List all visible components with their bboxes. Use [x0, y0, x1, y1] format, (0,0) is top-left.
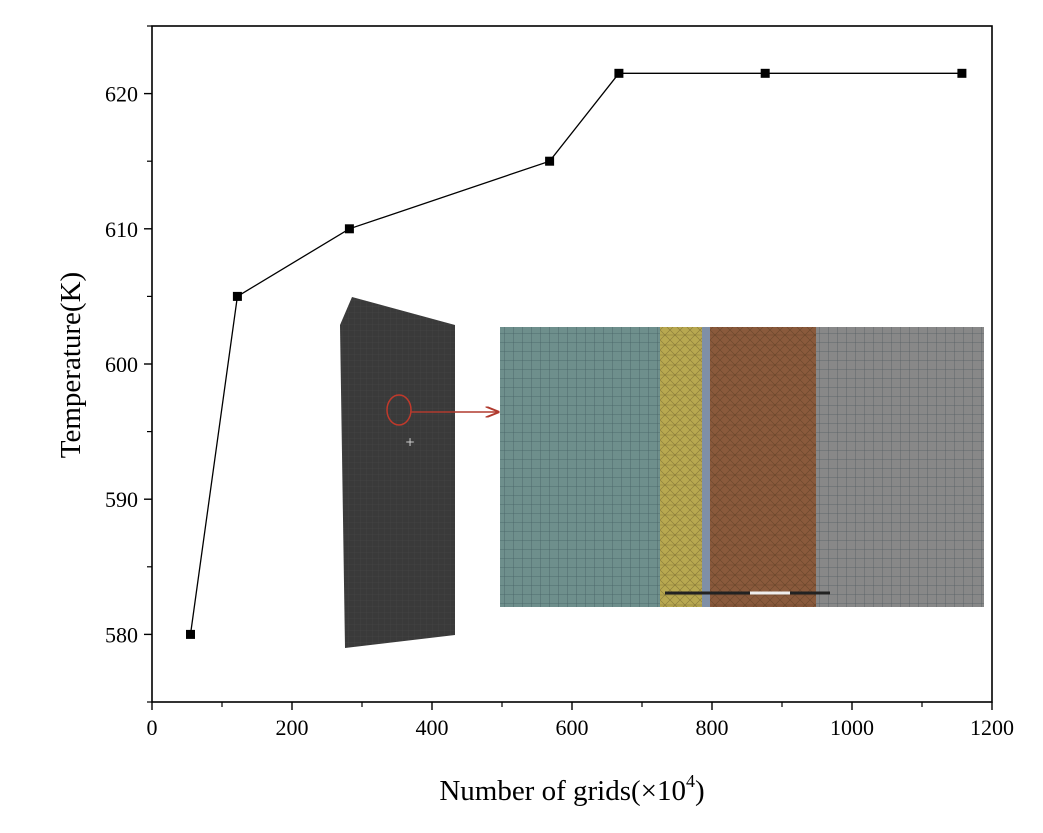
x-tick-label: 1200 [970, 715, 1014, 740]
y-tick-label: 600 [105, 352, 138, 377]
x-axis-title-main: Number of grids(×10 [439, 775, 686, 807]
data-series [186, 68, 967, 639]
data-point [545, 156, 555, 166]
x-axis-title: Number of grids(×104) [439, 771, 704, 807]
x-tick-label: 200 [276, 715, 309, 740]
x-axis-title-sup: 4 [686, 771, 695, 791]
mesh-zoom-panel [500, 327, 984, 607]
mesh-inset-image: + [340, 297, 984, 648]
data-point [186, 629, 195, 639]
y-tick-label: 590 [105, 487, 138, 512]
x-tick-label: 1000 [830, 715, 874, 740]
data-point [760, 68, 770, 78]
data-point [957, 68, 967, 78]
x-tick-label: 800 [696, 715, 729, 740]
y-tick-label: 620 [105, 82, 138, 107]
x-tick-label: 400 [416, 715, 449, 740]
data-point [614, 68, 624, 78]
x-axis-title-end: ) [695, 775, 705, 807]
y-axis-title: Temperature(K) [55, 272, 87, 458]
x-tick-label: 600 [556, 715, 589, 740]
svg-text:+: + [405, 435, 415, 449]
plot-axes: 0 200 400 600 800 1000 1200 580 590 600 610 620 [105, 25, 1014, 740]
data-point [232, 291, 242, 301]
zoom-ellipse [386, 394, 412, 426]
y-tick-label: 580 [105, 622, 138, 647]
data-point [344, 224, 354, 234]
x-tick-label: 0 [147, 715, 158, 740]
y-tick-label: 610 [105, 217, 138, 242]
